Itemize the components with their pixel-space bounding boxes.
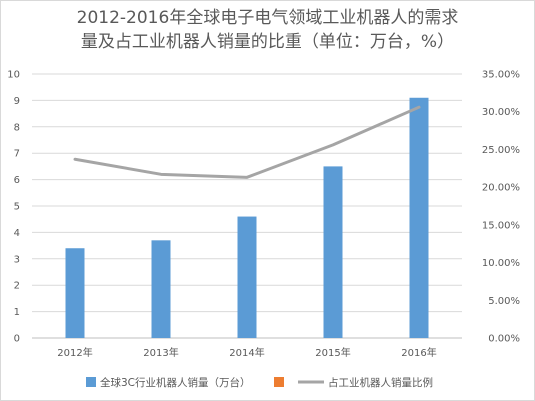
x-tick-label: 2014年 [229,346,264,359]
left-tick-label: 3 [14,254,20,265]
x-tick-label: 2013年 [143,346,178,359]
bar-series [65,97,429,338]
legend-label-bar: 全球3C行业机器人销量（万台） [100,376,251,389]
line-series [73,105,421,179]
right-tick-label: 15.00% [482,220,520,231]
right-tick-label: 30.00% [482,107,520,118]
bar [237,216,257,338]
bar [65,248,85,338]
legend-swatch-bar [86,377,96,387]
right-tick-label: 20.00% [482,183,520,194]
left-axis-ticks: 0 1 2 3 4 5 6 7 8 9 10 [7,70,20,345]
right-tick-label: 5.00% [488,296,520,307]
left-tick-label: 0 [14,334,20,345]
left-tick-label: 5 [14,202,20,213]
right-tick-label: 10.00% [482,258,520,269]
chart-title-line-2: 量及占工业机器人销量的比重（单位：万台，%） [80,32,455,52]
left-tick-label: 8 [14,122,20,133]
right-tick-label: 35.00% [482,70,520,81]
left-tick-label: 1 [14,307,20,318]
chart-title-line-1: 2012-2016年全球电子电气领域工业机器人的需求 [76,8,459,28]
bar [151,240,171,338]
x-tick-label: 2015年 [315,346,350,359]
left-tick-label: 6 [14,175,20,186]
legend-swatch-empty [274,377,284,387]
chart-title: 2012-2016年全球电子电气领域工业机器人的需求 量及占工业机器人销量的比重… [0,6,535,54]
left-tick-label: 7 [14,149,20,160]
legend-label-line: 占工业机器人销量比例 [328,376,433,389]
left-tick-label: 2 [14,281,20,292]
bar [323,166,343,338]
x-tick-label: 2016年 [401,346,436,359]
right-axis-ticks: 0.00% 5.00% 10.00% 15.00% 20.00% 25.00% 30.00%… [482,70,520,345]
right-tick-label: 25.00% [482,145,520,156]
x-tick-label: 2012年 [57,346,92,359]
bar [409,97,429,338]
left-tick-label: 9 [14,96,20,107]
left-tick-label: 10 [7,70,20,81]
left-tick-label: 4 [14,228,20,239]
right-tick-label: 0.00% [488,334,520,345]
legend: 全球3C行业机器人销量（万台） 占工业机器人销量比例 [86,376,433,389]
ratio-line [73,105,421,179]
x-axis-ticks: 2012年 2013年 2014年 2015年 2016年 [57,346,436,359]
